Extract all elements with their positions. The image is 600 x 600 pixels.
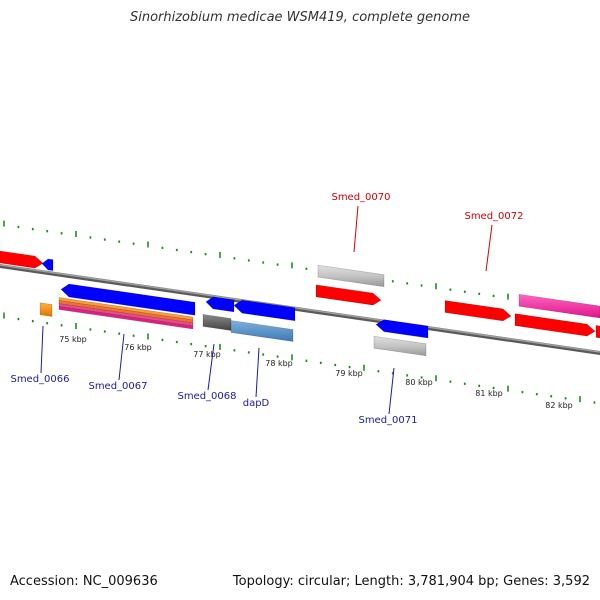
forward-gene-arrow [444, 300, 512, 322]
gene-label: Smed_0072 [464, 211, 523, 222]
gene-label: Smed_0066 [10, 374, 69, 385]
scale-tick-label: 82 kbp [545, 401, 573, 410]
gene-label-leader-line [40, 325, 44, 374]
gene-label: Smed_0071 [358, 415, 417, 426]
gene-label: Smed_0067 [88, 381, 147, 392]
scale-tick-label: 77 kbp [193, 350, 221, 359]
misc-feature-bar [39, 302, 53, 317]
feature-stripe [58, 306, 194, 330]
reverse-gene-arrow [41, 258, 54, 272]
backbone-layer [0, 263, 600, 356]
backbone-highlight [0, 264, 600, 353]
accession-text: Accession: NC_009636 [10, 574, 158, 589]
gene-label-leader-line [485, 224, 493, 272]
gene-label: dapD [243, 398, 270, 409]
reverse-gene-arrow [60, 283, 196, 316]
genome-title: Sinorhizobium medicae WSM419, complete g… [129, 10, 471, 25]
scale-tick-label: 75 kbp [59, 335, 87, 344]
forward-gene-arrow [595, 325, 600, 339]
gene-label: Smed_0068 [177, 391, 236, 402]
gene-label-leader-line [353, 205, 359, 253]
reverse-gene-arrow [375, 319, 429, 339]
scale-tick-label: 80 kbp [405, 378, 433, 387]
misc-feature-bar [230, 320, 294, 342]
reverse-gene-arrow [233, 299, 296, 322]
lower-scale-ticks [3, 312, 596, 404]
gene-label-leader-line [207, 343, 215, 391]
gene-label: Smed_0070 [331, 192, 390, 203]
gene-label-layer: 75 kbp 76 kbp 77 kbp 78 kbp 79 kbp 80 kbp 81 k… [10, 192, 572, 426]
gene-label-leader-line [388, 367, 395, 415]
cds-feature-bar [518, 293, 600, 319]
forward-gene-arrow [315, 284, 382, 306]
misc-feature-bar [202, 314, 232, 331]
scale-tick-label: 79 kbp [335, 369, 363, 378]
forward-gene-arrow [0, 250, 44, 269]
scale-tick-label: 76 kbp [124, 343, 152, 352]
reverse-gene-arrow [205, 296, 235, 313]
misc-feature-bar [373, 335, 427, 357]
genome-stats-text: Topology: circular; Length: 3,781,904 bp… [232, 574, 590, 589]
scale-tick-label: 78 kbp [265, 359, 293, 368]
gene-label-leader-line [255, 347, 260, 398]
backbone-line [0, 263, 600, 356]
forward-gene-arrow [514, 313, 596, 337]
scale-tick-label: 81 kbp [475, 389, 503, 398]
feature-track-layer [0, 250, 600, 357]
gene-label-leader-line [118, 333, 125, 381]
misc-feature-bar [317, 264, 385, 288]
